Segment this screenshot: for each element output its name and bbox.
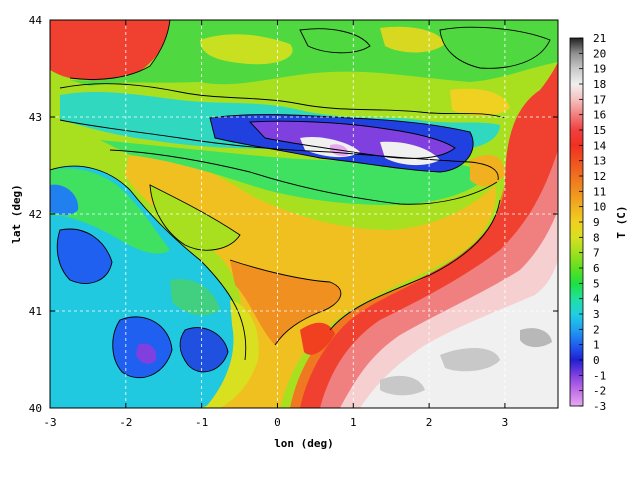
temperature-heatmap	[50, 20, 558, 408]
y-tick-label: 43	[29, 111, 42, 124]
region-iberian-purple	[136, 343, 157, 364]
x-tick-label: -3	[43, 416, 56, 429]
colorbar-tick-label: 14	[593, 139, 607, 152]
colorbar-tick-label: 2	[593, 323, 600, 336]
y-tick-label: 44	[29, 14, 43, 27]
x-tick-label: 0	[274, 416, 281, 429]
region-prepyrenees-green	[100, 140, 490, 205]
contour-line	[149, 184, 241, 251]
colorbar-tick-label: 21	[593, 32, 606, 45]
x-axis: -3 -2 -1 0 1 2 3	[43, 20, 508, 429]
colorbar-tick-label: 1	[593, 339, 600, 352]
contour-line	[109, 149, 498, 205]
y-tick-label: 40	[29, 402, 42, 415]
x-tick-label: 1	[350, 416, 357, 429]
colorbar-tick-label: 4	[593, 293, 600, 306]
colorbar-tick-label: 0	[593, 354, 600, 367]
colorbar-tick-label: 5	[593, 277, 600, 290]
contour-line	[59, 83, 506, 119]
colorbar-tick-label: -3	[593, 400, 606, 413]
region-iberian-blue-4	[50, 184, 79, 216]
colorbar-tick-label: -1	[593, 369, 606, 382]
colorbar-tick-label: 6	[593, 262, 600, 275]
colorbar-tick-label: 9	[593, 216, 600, 229]
region-ebro-red	[300, 322, 335, 355]
contour-line	[50, 165, 247, 361]
colorbar-tick-label: 13	[593, 155, 606, 168]
region-central-green	[150, 185, 240, 251]
contour-line	[59, 119, 499, 181]
region-sea-grey-3	[520, 328, 552, 348]
region-iberian-blue-1	[57, 229, 112, 284]
x-tick-label: -2	[119, 416, 132, 429]
colorbar: -3-2-10123456789101112131415161718192021…	[569, 32, 628, 413]
contour-line	[249, 120, 456, 159]
x-tick-label: 2	[426, 416, 433, 429]
colorbar-tick-label: 19	[593, 63, 606, 76]
contour-line	[179, 327, 229, 373]
colorbar-tick-label: 7	[593, 247, 600, 260]
region-sea-grey-1	[440, 348, 500, 372]
colorbar-tick-label: 17	[593, 93, 606, 106]
contour-line	[229, 259, 342, 346]
y-tick-label: 42	[29, 208, 42, 221]
region-ebro-valley	[125, 150, 496, 408]
colorbar-tick-label: 16	[593, 109, 606, 122]
colorbar-tick-label: 11	[593, 185, 606, 198]
colorbar-tick-label: 18	[593, 78, 606, 91]
contour-line	[299, 28, 371, 54]
contour-line	[439, 26, 551, 69]
region-sea-grey-2	[380, 375, 425, 396]
colorbar-tick-label: 3	[593, 308, 600, 321]
x-tick-label: -1	[195, 416, 208, 429]
contour-line	[112, 316, 173, 379]
y-axis-title: lat (deg)	[10, 184, 23, 244]
region-sea-northwest	[50, 20, 170, 82]
colorbar-title: T (C)	[615, 205, 628, 238]
contour-line	[56, 228, 113, 284]
region-ne-coast-yellow	[450, 88, 510, 116]
y-axis: 40 41 42 43 44	[29, 14, 558, 415]
contour-line	[69, 20, 171, 80]
colorbar-tick-label: 20	[593, 47, 606, 60]
colorbar-tick-label: 10	[593, 201, 606, 214]
colorbar-tick-label: 15	[593, 124, 606, 137]
x-axis-title: lon (deg)	[274, 437, 334, 450]
region-iberian-blue-3	[180, 327, 228, 372]
x-tick-label: 3	[502, 416, 509, 429]
region-iberian-green	[50, 168, 170, 254]
region-ebro-orange	[230, 260, 341, 345]
region-iberian-green-2	[170, 279, 220, 316]
colorbar-tick-label: 8	[593, 231, 600, 244]
colorbar-tick-label: 12	[593, 170, 606, 183]
region-iberian-yellow	[205, 300, 259, 408]
region-sea-east-white	[360, 260, 558, 408]
grid-lines	[50, 20, 558, 408]
colorbar-tick-label: -2	[593, 385, 606, 398]
y-tick-label: 41	[29, 305, 42, 318]
region-north-patches	[200, 34, 293, 65]
